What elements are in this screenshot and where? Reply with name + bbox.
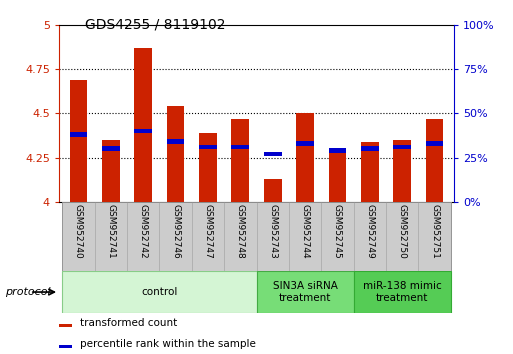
Bar: [426, 141, 443, 145]
Bar: [296, 113, 314, 202]
Bar: [59, 345, 72, 348]
Bar: [264, 152, 282, 156]
Text: GSM952741: GSM952741: [106, 204, 115, 259]
Text: SIN3A siRNA
treatment: SIN3A siRNA treatment: [272, 281, 338, 303]
Text: GSM952740: GSM952740: [74, 204, 83, 259]
Bar: [256, 202, 289, 271]
Bar: [328, 149, 346, 202]
Bar: [426, 119, 443, 202]
Text: GSM952747: GSM952747: [204, 204, 212, 259]
Bar: [134, 48, 152, 202]
Text: GSM952745: GSM952745: [333, 204, 342, 259]
Bar: [70, 80, 87, 202]
Bar: [102, 147, 120, 151]
Bar: [321, 202, 353, 271]
Text: GSM952751: GSM952751: [430, 204, 439, 259]
Bar: [231, 119, 249, 202]
Text: protocol: protocol: [5, 287, 51, 297]
Bar: [102, 140, 120, 202]
Bar: [59, 324, 72, 327]
Bar: [353, 202, 386, 271]
Bar: [393, 145, 411, 149]
Bar: [167, 106, 185, 202]
Bar: [62, 271, 256, 313]
Bar: [127, 202, 160, 271]
Bar: [393, 140, 411, 202]
Bar: [296, 141, 314, 145]
Bar: [386, 202, 419, 271]
Bar: [224, 202, 256, 271]
Text: GSM952749: GSM952749: [365, 204, 374, 259]
Bar: [62, 202, 94, 271]
Text: transformed count: transformed count: [80, 318, 177, 328]
Bar: [361, 147, 379, 151]
Text: GSM952742: GSM952742: [139, 204, 148, 258]
Bar: [361, 142, 379, 202]
Bar: [94, 202, 127, 271]
Bar: [70, 132, 87, 137]
Bar: [256, 271, 353, 313]
Text: GSM952750: GSM952750: [398, 204, 407, 259]
Bar: [199, 133, 217, 202]
Bar: [264, 179, 282, 202]
Bar: [134, 129, 152, 133]
Bar: [353, 271, 451, 313]
Bar: [328, 148, 346, 153]
Bar: [160, 202, 192, 271]
Bar: [419, 202, 451, 271]
Text: GSM952746: GSM952746: [171, 204, 180, 259]
Text: GDS4255 / 8119102: GDS4255 / 8119102: [85, 18, 225, 32]
Text: GSM952743: GSM952743: [268, 204, 277, 259]
Bar: [192, 202, 224, 271]
Bar: [199, 145, 217, 149]
Text: control: control: [141, 287, 177, 297]
Text: miR-138 mimic
treatment: miR-138 mimic treatment: [363, 281, 442, 303]
Text: GSM952748: GSM952748: [236, 204, 245, 259]
Bar: [231, 145, 249, 149]
Bar: [167, 139, 185, 144]
Text: GSM952744: GSM952744: [301, 204, 309, 258]
Bar: [289, 202, 321, 271]
Text: percentile rank within the sample: percentile rank within the sample: [80, 339, 256, 349]
